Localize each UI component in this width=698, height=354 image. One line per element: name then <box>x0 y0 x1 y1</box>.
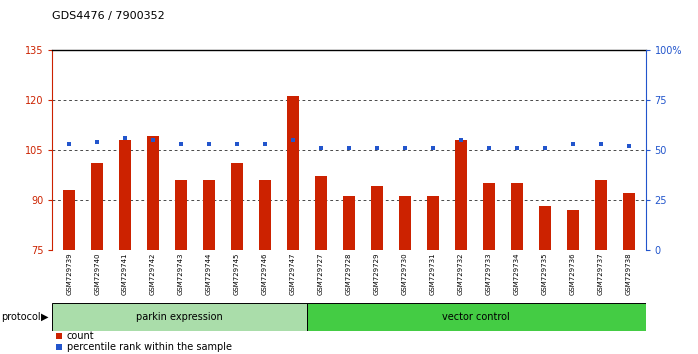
Bar <box>231 163 244 250</box>
Bar <box>91 163 103 250</box>
Bar <box>399 196 411 250</box>
Text: count: count <box>67 331 94 341</box>
Bar <box>567 210 579 250</box>
Bar <box>203 179 216 250</box>
Text: GSM729729: GSM729729 <box>374 252 380 295</box>
Text: GSM729734: GSM729734 <box>514 252 520 295</box>
Bar <box>287 96 299 250</box>
Bar <box>482 183 495 250</box>
Text: parkin expression: parkin expression <box>136 312 223 322</box>
Bar <box>623 193 635 250</box>
Text: protocol: protocol <box>1 312 41 322</box>
Text: GSM729732: GSM729732 <box>458 252 464 295</box>
Text: GSM729728: GSM729728 <box>346 252 352 295</box>
Text: GSM729745: GSM729745 <box>234 252 240 295</box>
Bar <box>371 186 383 250</box>
Text: GSM729727: GSM729727 <box>318 252 324 295</box>
Bar <box>343 196 355 250</box>
Text: GSM729739: GSM729739 <box>66 252 72 295</box>
Text: GSM729737: GSM729737 <box>598 252 604 295</box>
Text: GSM729747: GSM729747 <box>290 252 296 295</box>
Text: GSM729730: GSM729730 <box>402 252 408 295</box>
Bar <box>306 303 646 331</box>
Text: GSM729735: GSM729735 <box>542 252 548 295</box>
Bar <box>63 190 75 250</box>
Bar <box>259 179 272 250</box>
Bar <box>539 206 551 250</box>
Bar <box>52 303 306 331</box>
Text: GSM729733: GSM729733 <box>486 252 492 295</box>
Bar <box>426 196 439 250</box>
Text: GSM729746: GSM729746 <box>262 252 268 295</box>
Text: GDS4476 / 7900352: GDS4476 / 7900352 <box>52 11 165 21</box>
Bar <box>119 139 131 250</box>
Text: GSM729736: GSM729736 <box>570 252 576 295</box>
Text: vector control: vector control <box>443 312 510 322</box>
Bar <box>511 183 524 250</box>
Text: GSM729731: GSM729731 <box>430 252 436 295</box>
Text: GSM729742: GSM729742 <box>150 252 156 295</box>
Text: GSM729744: GSM729744 <box>206 252 212 295</box>
Text: GSM729743: GSM729743 <box>178 252 184 295</box>
Text: GSM729741: GSM729741 <box>122 252 128 295</box>
Bar <box>595 179 607 250</box>
Bar <box>454 139 467 250</box>
Text: ▶: ▶ <box>40 312 48 322</box>
Text: GSM729740: GSM729740 <box>94 252 100 295</box>
Bar <box>174 179 187 250</box>
Text: percentile rank within the sample: percentile rank within the sample <box>67 342 232 352</box>
Text: GSM729738: GSM729738 <box>626 252 632 295</box>
Bar <box>147 136 159 250</box>
Bar <box>315 176 327 250</box>
